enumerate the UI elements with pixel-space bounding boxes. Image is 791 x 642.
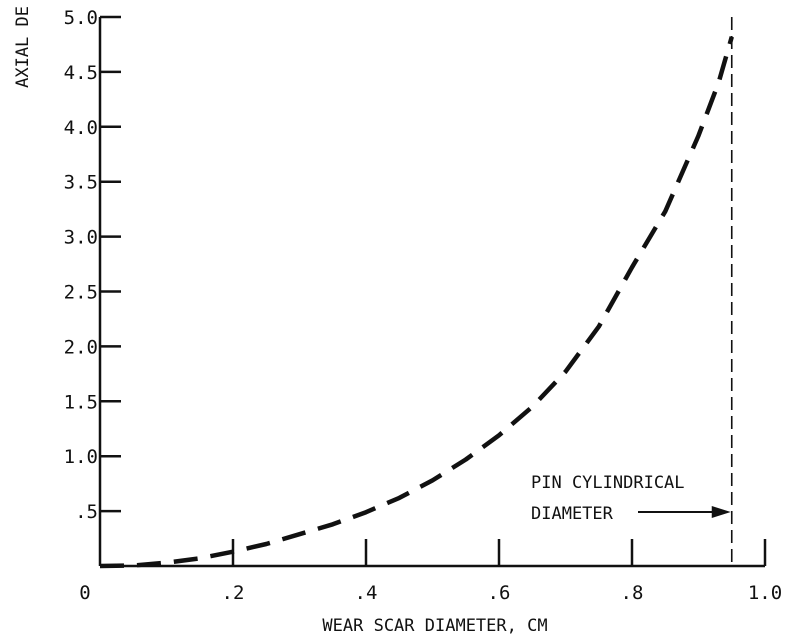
x-tick-label: 1.0 <box>748 582 782 604</box>
y-tick-label: 3.0 <box>64 227 98 249</box>
y-tick-label: 2.0 <box>64 336 98 358</box>
annotation-line1: PIN CYLINDRICAL <box>531 473 685 493</box>
x-tick-label: .6 <box>488 582 511 604</box>
series-line <box>99 36 734 569</box>
annotation-arrow <box>638 506 731 518</box>
y-tick-label: 2.5 <box>64 282 98 304</box>
x-axis-label: WEAR SCAR DIAMETER, CM <box>322 616 547 636</box>
y-tick-label: 4.5 <box>64 62 98 84</box>
series <box>99 36 734 569</box>
y-axis-label: AXIAL DE <box>13 6 33 88</box>
y-tick-label: 4.0 <box>64 117 98 139</box>
y-tick-label: 5.0 <box>64 7 98 29</box>
y-tick-label: 3.5 <box>64 172 98 194</box>
arrow-head <box>711 506 731 518</box>
x-tick-label: .2 <box>222 582 245 604</box>
x-tick-label: .8 <box>621 582 644 604</box>
y-tick-label: 1.5 <box>64 391 98 413</box>
annotation-line2: DIAMETER <box>531 504 614 524</box>
x-tick-label: .4 <box>355 582 378 604</box>
x-tick-label: 0 <box>79 582 90 604</box>
y-ticks: .5 1.0 1.5 2.0 2.5 3.0 3.5 4.0 4.5 5.0 <box>64 7 121 523</box>
x-ticks: 0 .2 .4 .6 .8 1.0 <box>79 539 782 604</box>
y-tick-label: 1.0 <box>64 446 98 468</box>
y-tick-label: .5 <box>75 501 98 523</box>
